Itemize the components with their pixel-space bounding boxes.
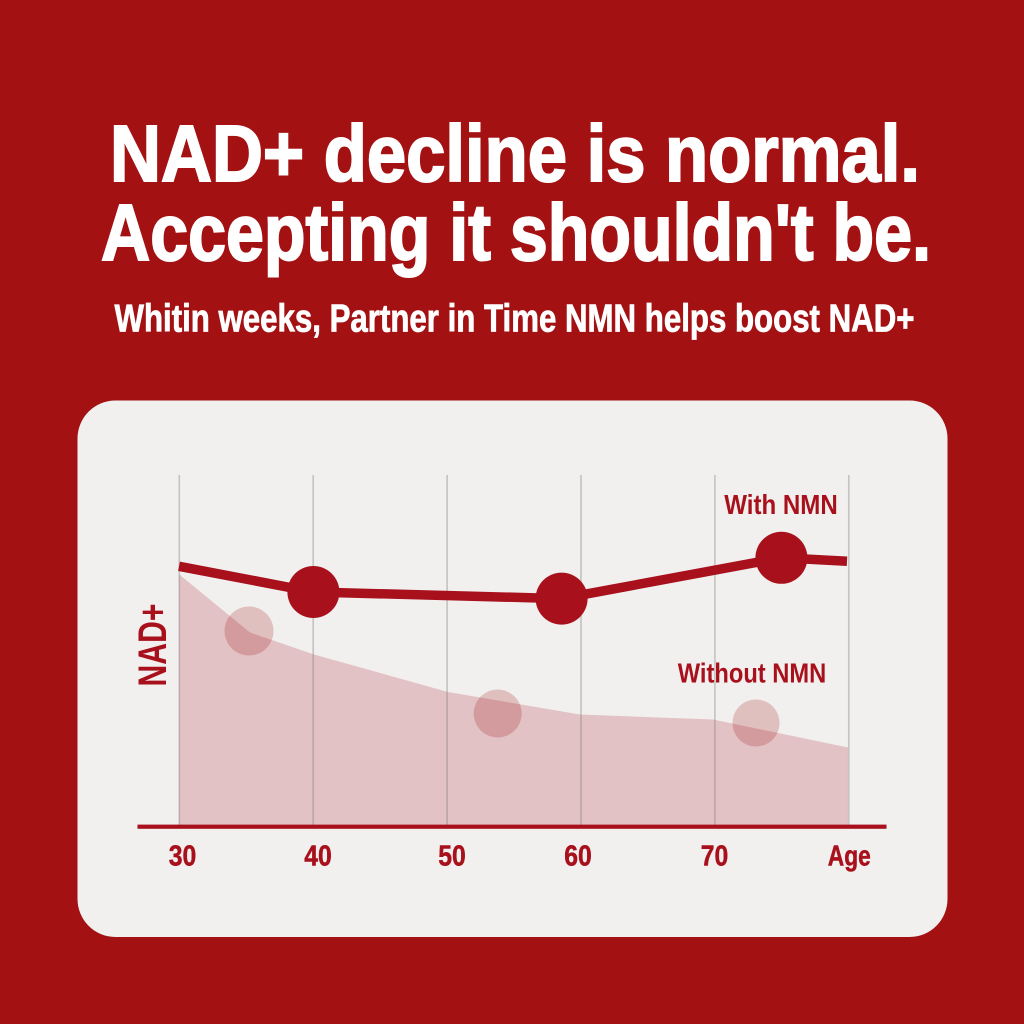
svg-text:Whitin weeks, Partner in Time: Whitin weeks, Partner in Time NMN helps … [115,297,915,340]
svg-text:70: 70 [701,841,729,873]
svg-text:Accepting it shouldn't be.: Accepting it shouldn't be. [101,188,931,277]
svg-text:With NMN: With NMN [724,489,838,520]
svg-text:Age: Age [828,841,871,873]
svg-text:60: 60 [564,841,592,873]
svg-text:NAD+ decline is normal.: NAD+ decline is normal. [110,109,920,198]
svg-text:Without NMN: Without NMN [678,658,827,689]
svg-text:40: 40 [304,841,332,873]
svg-text:30: 30 [169,841,197,873]
svg-text:NAD+: NAD+ [131,604,175,687]
svg-text:50: 50 [438,841,466,873]
